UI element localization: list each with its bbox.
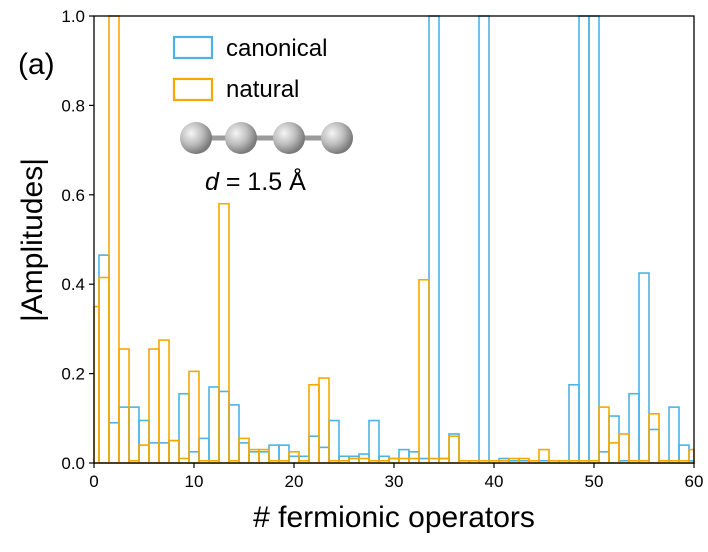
bar-natural-31 xyxy=(398,457,410,464)
bar-canonical-2 xyxy=(108,421,120,464)
molecule-inset-icon xyxy=(180,122,353,154)
bar-canonical-32 xyxy=(408,451,420,464)
bar-natural-52 xyxy=(608,442,620,464)
bar-natural-26 xyxy=(348,457,360,464)
bar-canonical-17 xyxy=(258,451,270,464)
x-tick-label: 20 xyxy=(285,472,304,491)
y-tick-label: 0.8 xyxy=(61,96,85,115)
bar-canonical-34 xyxy=(428,15,440,464)
bar-canonical-21 xyxy=(298,455,310,464)
x-tick-label: 10 xyxy=(185,472,204,491)
bar-natural-56 xyxy=(648,413,660,464)
bar-natural-2 xyxy=(108,15,120,464)
bar-canonical-12 xyxy=(208,386,220,464)
bar-canonical-9 xyxy=(178,392,190,464)
bar-canonical-50 xyxy=(588,15,600,464)
y-tick-label: 1.0 xyxy=(61,7,85,26)
legend-label-canonical: canonical xyxy=(226,35,327,62)
y-axis-label: |Amplitudes| xyxy=(16,158,49,322)
x-tick-label: 40 xyxy=(485,472,504,491)
bar-canonical-14 xyxy=(228,404,240,464)
bar-canonical-22 xyxy=(308,435,320,464)
bar-canonical-7 xyxy=(158,442,170,464)
bar-canonical-4 xyxy=(128,406,140,464)
bar-canonical-5 xyxy=(138,419,150,464)
inset-distance-value: = 1.5 Å xyxy=(219,166,306,196)
bar-natural-33 xyxy=(418,278,430,464)
legend-swatch-natural xyxy=(172,77,214,102)
legend-swatch-canonical xyxy=(172,35,214,60)
bar-canonical-1 xyxy=(98,254,110,464)
bar-canonical-49 xyxy=(578,15,590,464)
bar-canonical-13 xyxy=(218,390,230,464)
bar-natural-32 xyxy=(408,457,420,464)
bar-canonical-54 xyxy=(628,392,640,464)
bar-natural-10 xyxy=(188,370,200,464)
bar-canonical-3 xyxy=(118,406,130,464)
bar-canonical-26 xyxy=(348,455,360,464)
y-axis-ticks: 0.0 0.2 0.4 0.6 0.8 1.0 xyxy=(61,7,94,473)
bar-natural-27 xyxy=(358,457,370,464)
bar-natural-22 xyxy=(308,383,320,464)
bar-canonical-11 xyxy=(198,437,210,464)
bar-canonical-16 xyxy=(248,451,260,464)
x-tick-label: 50 xyxy=(585,472,604,491)
bar-canonical-36 xyxy=(448,433,460,464)
natural-series xyxy=(93,15,695,464)
y-tick-label: 0.4 xyxy=(61,275,85,294)
inset-distance-label: d = 1.5 Å xyxy=(205,166,306,196)
x-axis-ticks: 0 10 20 30 40 50 60 xyxy=(89,463,703,491)
bar-natural-35 xyxy=(438,457,450,464)
bar-natural-51 xyxy=(598,406,610,464)
legend: canonical natural xyxy=(172,35,327,103)
bar-natural-9 xyxy=(178,457,190,464)
x-tick-label: 30 xyxy=(385,472,404,491)
bar-natural-30 xyxy=(388,457,400,464)
x-axis-label: # fermionic operators xyxy=(253,501,535,534)
x-tick-label: 60 xyxy=(685,472,704,491)
inset-distance-var: d xyxy=(205,168,220,196)
bar-natural-20 xyxy=(288,451,300,464)
bar-canonical-24 xyxy=(328,419,340,464)
bar-natural-8 xyxy=(168,439,180,464)
bar-natural-6 xyxy=(148,348,160,464)
x-tick-label: 0 xyxy=(89,472,98,491)
bar-canonical-6 xyxy=(148,442,160,464)
bar-natural-7 xyxy=(158,339,170,464)
bar-canonical-20 xyxy=(288,455,300,464)
bar-natural-3 xyxy=(118,348,130,464)
y-tick-label: 0.6 xyxy=(61,186,85,205)
bar-canonical-29 xyxy=(378,455,390,464)
bar-natural-5 xyxy=(138,444,150,464)
bar-natural-13 xyxy=(218,202,230,464)
bar-canonical-55 xyxy=(638,272,650,464)
bar-canonical-56 xyxy=(648,428,660,464)
bar-natural-23 xyxy=(318,377,330,464)
legend-label-natural: natural xyxy=(226,76,299,103)
bar-canonical-52 xyxy=(608,415,620,464)
bar-canonical-23 xyxy=(318,446,330,464)
bar-canonical-51 xyxy=(598,451,610,464)
bar-natural-53 xyxy=(618,433,630,464)
plot-frame xyxy=(93,15,695,464)
bar-canonical-31 xyxy=(398,448,410,464)
bar-natural-1 xyxy=(98,276,110,464)
panel-label: (a) xyxy=(18,48,55,81)
bar-canonical-48 xyxy=(568,383,580,464)
y-tick-label: 0.0 xyxy=(61,454,85,473)
bar-canonical-58 xyxy=(668,406,680,464)
bar-canonical-25 xyxy=(338,455,350,464)
bar-natural-34 xyxy=(428,457,440,464)
y-tick-label: 0.2 xyxy=(61,365,85,384)
bar-canonical-28 xyxy=(368,419,380,464)
bar-canonical-8 xyxy=(168,439,180,464)
bar-canonical-15 xyxy=(238,442,250,464)
bar-canonical-10 xyxy=(188,451,200,464)
bar-canonical-39 xyxy=(478,15,490,464)
bar-natural-36 xyxy=(448,435,460,464)
